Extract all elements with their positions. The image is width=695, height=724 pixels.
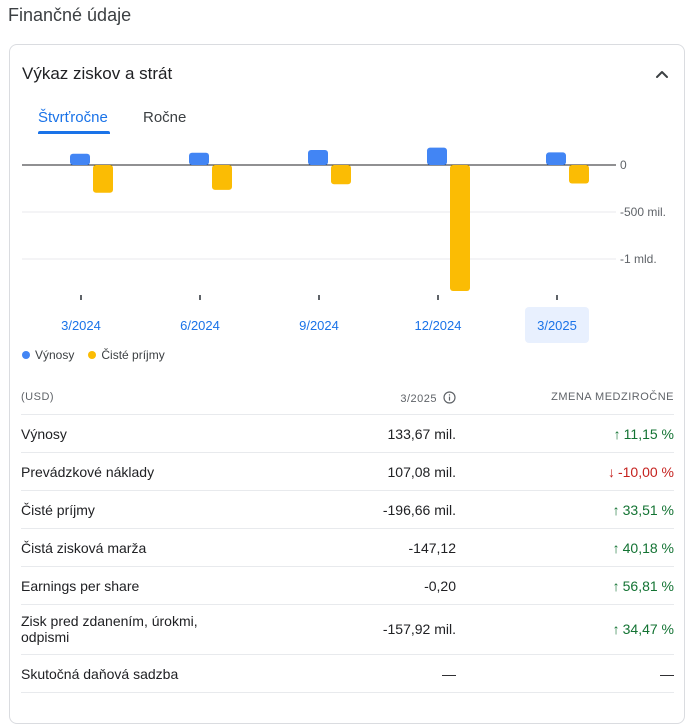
- y-tick-label: 0: [620, 158, 627, 172]
- row-value: 133,67 mil.: [387, 426, 456, 442]
- row-label: Earnings per share: [21, 578, 140, 594]
- row-value: -157,92 mil.: [382, 621, 456, 637]
- row-change: —: [660, 666, 674, 682]
- arrow-up-icon: ↑: [612, 621, 620, 637]
- legend-item-revenue: Výnosy: [22, 348, 74, 362]
- income-chart: 0 -500 mil. -1 mld. 3/2024 6/2024 9/2024 12/20…: [22, 147, 666, 343]
- row-value: -147,12: [408, 540, 456, 556]
- revenue-bar: [546, 152, 566, 165]
- row-label: Skutočná daňová sadzba: [21, 666, 179, 682]
- chart-legend: Výnosy Čisté príjmy: [22, 348, 165, 362]
- row-value: 107,08 mil.: [387, 464, 456, 480]
- row-change: ↑ 40,18 %: [613, 540, 674, 556]
- row-change: ↑ 33,51 %: [613, 502, 674, 518]
- row-change: ↑ 11,15 %: [614, 426, 674, 442]
- table-row: Čistá zisková marža -147,12 ↑ 40,18 %: [21, 529, 674, 567]
- net-income-bar: [331, 165, 351, 185]
- table-row: Skutočná daňová sadzba — —: [21, 655, 674, 693]
- revenue-legend-dot: [22, 351, 30, 359]
- row-change: ↑ 34,47 %: [613, 621, 674, 637]
- x-tick-label[interactable]: 12/2024: [415, 318, 462, 333]
- x-tick-mark: [556, 295, 558, 300]
- card-title: Výkaz ziskov a strát: [22, 64, 173, 83]
- table-row: Earnings per share -0,20 ↑ 56,81 %: [21, 567, 674, 605]
- table-row: Čisté príjmy -196,66 mil. ↑ 33,51 %: [21, 491, 674, 529]
- change-header: ZMENA MEDZIROČNE: [551, 391, 674, 403]
- row-label: Prevádzkové náklady: [21, 464, 155, 480]
- net-income-bar: [450, 165, 470, 291]
- change-value: 56,81 %: [622, 578, 674, 594]
- table-row: Zisk pred zdanením, úrokmi, odpismi -157,…: [21, 605, 674, 655]
- collapse-button[interactable]: [650, 63, 674, 87]
- revenue-bar: [308, 149, 328, 165]
- y-tick-label: -1 mld.: [620, 252, 657, 266]
- x-tick-label[interactable]: 3/2024: [61, 318, 101, 333]
- row-change: ↓ -10,00 %: [608, 464, 674, 480]
- change-value: 40,18 %: [622, 540, 674, 556]
- row-value: -0,20: [424, 578, 456, 594]
- table-row: Prevádzkové náklady 107,08 mil. ↓ -10,00 %: [21, 453, 674, 491]
- net-income-bar: [212, 165, 232, 190]
- row-label: Výnosy: [21, 426, 67, 442]
- period-header-label: 3/2025: [400, 393, 437, 405]
- x-tick-mark: [318, 295, 320, 300]
- row-label: Zisk pred zdanením, úrokmi, odpismi: [21, 613, 198, 645]
- change-value: -10,00 %: [617, 464, 674, 480]
- x-tick-mark: [80, 295, 82, 300]
- selected-period-highlight: [525, 307, 589, 343]
- row-value: —: [442, 666, 456, 682]
- change-value: 34,47 %: [622, 621, 674, 637]
- row-value: -196,66 mil.: [382, 502, 456, 518]
- period-header: 3/2025: [400, 391, 456, 405]
- legend-label-revenue: Výnosy: [35, 348, 75, 362]
- income-statement-card: Výkaz ziskov a strát Štvrťročne Ročne 0 -…: [9, 44, 685, 724]
- currency-header: (USD): [21, 391, 55, 403]
- financials-table: (USD) 3/2025 ZMENA MEDZIROČNE Výnosy 133,…: [21, 380, 674, 693]
- arrow-down-icon: ↓: [607, 464, 615, 480]
- change-value: 33,51 %: [622, 502, 674, 518]
- tab-quarterly[interactable]: Štvrťročne: [38, 109, 108, 126]
- x-tick-label[interactable]: 6/2024: [180, 318, 220, 333]
- legend-label-net-income: Čisté príjmy: [101, 348, 165, 362]
- arrow-up-icon: ↑: [612, 502, 620, 518]
- x-tick-mark: [437, 295, 439, 300]
- x-tick-label[interactable]: 3/2025: [537, 318, 577, 333]
- x-tick-label[interactable]: 9/2024: [299, 318, 339, 333]
- table-row: Výnosy 133,67 mil. ↑ 11,15 %: [21, 415, 674, 453]
- net-income-bar: [569, 165, 589, 184]
- row-label: Čisté príjmy: [21, 502, 95, 518]
- revenue-bar: [70, 153, 90, 165]
- x-tick-mark: [199, 295, 201, 300]
- info-icon[interactable]: [443, 391, 456, 404]
- row-change: ↑ 56,81 %: [613, 578, 674, 594]
- change-value: 11,15 %: [623, 426, 674, 442]
- arrow-up-icon: ↑: [612, 540, 620, 556]
- arrow-up-icon: ↑: [613, 426, 621, 442]
- net-income-bar: [93, 165, 113, 193]
- net-income-legend-dot: [88, 351, 97, 359]
- tab-annual[interactable]: Ročne: [143, 109, 187, 126]
- revenue-bar: [427, 147, 447, 165]
- section-title: Finančné údaje: [8, 5, 132, 25]
- row-label: Čistá zisková marža: [21, 540, 147, 556]
- y-tick-label: -500 mil.: [620, 205, 666, 219]
- arrow-up-icon: ↑: [612, 578, 620, 594]
- legend-item-net-income: Čisté príjmy: [88, 348, 165, 362]
- table-header: (USD) 3/2025 ZMENA MEDZIROČNE: [21, 380, 674, 415]
- active-tab-indicator: [38, 131, 110, 134]
- revenue-bar: [189, 152, 209, 165]
- chevron-up-icon: [656, 71, 668, 78]
